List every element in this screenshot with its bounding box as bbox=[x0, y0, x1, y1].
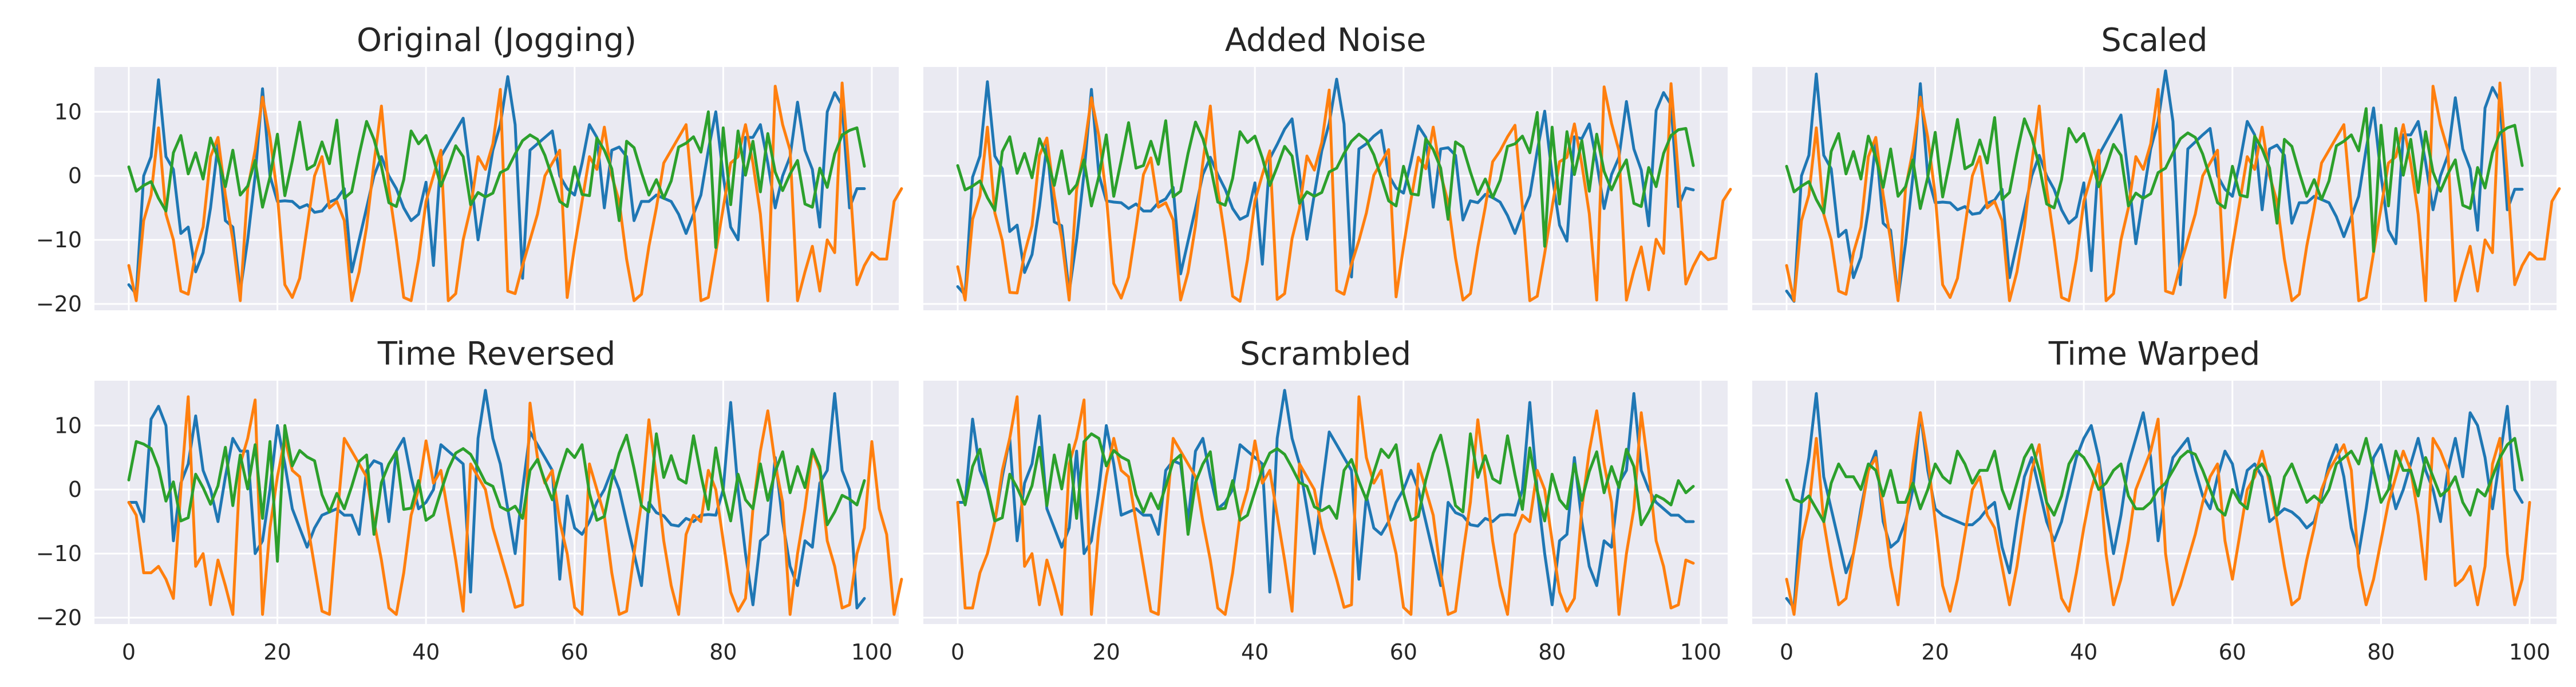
series-line-axis_1 bbox=[956, 389, 1695, 606]
y-tick-label: 10 bbox=[54, 413, 82, 438]
x-tick-label: 40 bbox=[412, 639, 440, 665]
panel-title: Original (Jogging) bbox=[357, 22, 637, 59]
x-tick-label: 100 bbox=[851, 639, 893, 665]
y-tick-label: −20 bbox=[36, 291, 82, 317]
y-tick-label: 0 bbox=[68, 163, 82, 188]
panel-time-warped: Time Warped 0 20 40 60 80 100 bbox=[1752, 335, 2557, 665]
x-tick-label: 40 bbox=[2070, 639, 2097, 665]
y-tick-label: −10 bbox=[36, 227, 82, 252]
x-tick-label: 0 bbox=[1780, 639, 1793, 665]
series-line-axis_3 bbox=[127, 424, 866, 563]
series-line-axis_1 bbox=[1785, 69, 2524, 303]
x-tick-label: 20 bbox=[263, 639, 291, 665]
series-line-axis_3 bbox=[956, 110, 1695, 248]
x-tick-label: 60 bbox=[1390, 639, 1417, 665]
panel-title: Added Noise bbox=[1225, 22, 1427, 59]
panel-title: Time Warped bbox=[2048, 335, 2261, 373]
series-line-axis_2 bbox=[1785, 411, 2531, 616]
x-tick-label: 80 bbox=[2367, 639, 2395, 665]
series-line-axis_3 bbox=[1785, 437, 2524, 523]
y-tick-label: −20 bbox=[36, 605, 82, 630]
series-line-axis_3 bbox=[127, 110, 866, 249]
series-line-axis_3 bbox=[956, 432, 1695, 536]
x-tick-label: 100 bbox=[1680, 639, 1722, 665]
x-tick-label: 100 bbox=[2509, 639, 2551, 665]
x-tick-label: 80 bbox=[709, 639, 737, 665]
plot-area bbox=[923, 381, 1728, 624]
x-tick-label: 20 bbox=[1921, 639, 1949, 665]
series-line-axis_3 bbox=[1785, 107, 2524, 253]
x-tick-label: 60 bbox=[561, 639, 588, 665]
panel-title: Time Reversed bbox=[377, 335, 616, 373]
panel-original: Original (Jogging) −20 −10 0 10 bbox=[36, 22, 903, 317]
x-tick-label: 80 bbox=[1538, 639, 1566, 665]
y-tick-label: 0 bbox=[68, 477, 82, 502]
x-tick-label: 0 bbox=[122, 639, 136, 665]
panel-title: Scrambled bbox=[1240, 335, 1411, 373]
series-line-axis_2 bbox=[956, 395, 1695, 616]
plot-area bbox=[94, 381, 899, 624]
x-tick-label: 40 bbox=[1241, 639, 1269, 665]
series-line-axis_1 bbox=[127, 75, 866, 296]
panel-title: Scaled bbox=[2101, 22, 2207, 59]
x-tick-label: 60 bbox=[2219, 639, 2246, 665]
y-tick-label: 10 bbox=[54, 99, 82, 124]
x-tick-label: 20 bbox=[1092, 639, 1120, 665]
x-tick-label: 0 bbox=[951, 639, 965, 665]
panel-added-noise: Added Noise bbox=[923, 22, 1732, 310]
panel-scaled: Scaled bbox=[1752, 22, 2561, 310]
panel-scrambled: Scrambled 0 20 40 60 80 100 bbox=[923, 335, 1728, 665]
y-tick-label: −10 bbox=[36, 541, 82, 566]
series-line-axis_1 bbox=[127, 389, 866, 610]
series-line-axis_1 bbox=[956, 77, 1695, 297]
